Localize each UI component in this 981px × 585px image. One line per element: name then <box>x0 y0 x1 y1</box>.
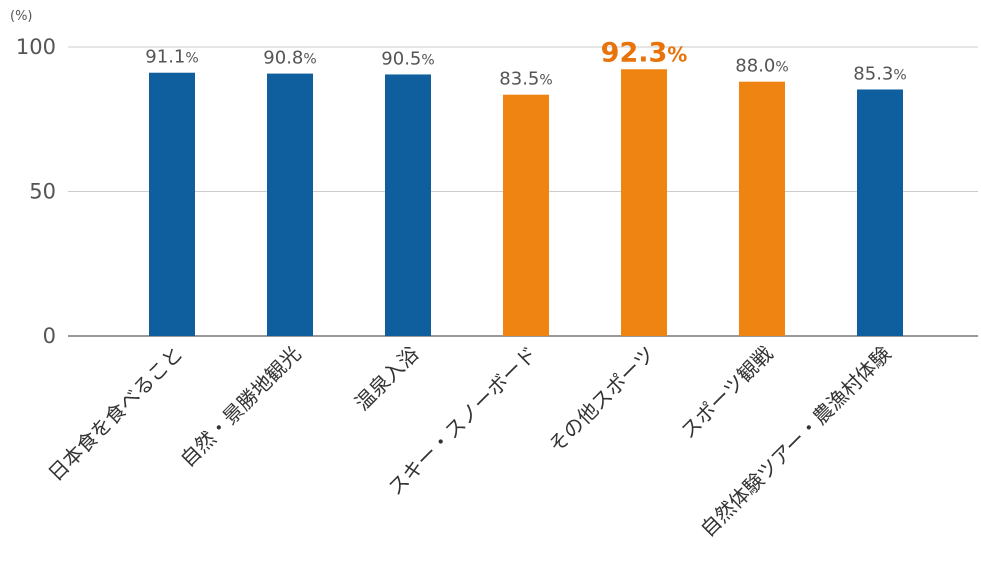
bar-0 <box>149 72 195 336</box>
y-tick-label-0: 0 <box>43 324 56 348</box>
bar-6 <box>857 89 903 336</box>
value-label-5: 88.0% <box>735 56 788 77</box>
value-label-1: 90.8% <box>263 48 316 69</box>
bar-1 <box>267 73 313 336</box>
category-label-6: 自然体験ツアー・農漁村体験 <box>696 342 896 542</box>
value-label-3: 83.5% <box>499 69 552 90</box>
y-tick-label-100: 100 <box>16 35 56 59</box>
y-unit-label: (%) <box>10 9 33 24</box>
bar-layer <box>149 69 903 337</box>
bar-3 <box>503 94 549 336</box>
value-label-4: 92.3% <box>601 37 688 68</box>
value-label-2: 90.5% <box>381 48 434 69</box>
category-label-2: 温泉入浴 <box>350 342 424 416</box>
bar-4 <box>621 69 667 337</box>
y-tick-label-50: 50 <box>29 180 56 204</box>
category-label-5: スポーツ観戦 <box>676 342 778 444</box>
bar-2 <box>385 74 431 336</box>
category-label-0: 日本食を食べること <box>43 342 187 486</box>
category-label-4: その他スポーツ <box>544 342 660 458</box>
value-label-6: 85.3% <box>853 63 906 84</box>
bar-5 <box>739 81 785 337</box>
value-label-0: 91.1% <box>145 47 198 68</box>
category-label-1: 自然・景勝地観光 <box>175 342 305 472</box>
